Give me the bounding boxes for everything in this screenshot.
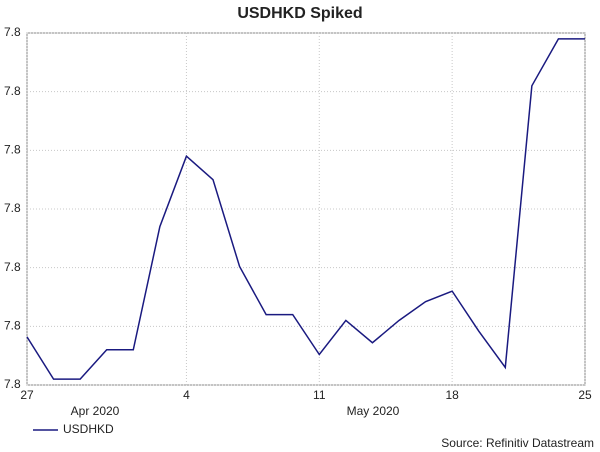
y-tick-label: 7.8	[4, 84, 21, 98]
legend-label: USDHKD	[63, 422, 114, 436]
y-tick-label: 7.8	[4, 260, 21, 274]
x-tick-label: 4	[183, 388, 190, 402]
chart-title: USDHKD Spiked	[237, 5, 362, 22]
period-label: Apr 2020	[71, 404, 120, 418]
source-note: Source: Refinitiv Datastream	[441, 436, 594, 450]
y-tick-label: 7.8	[4, 377, 21, 391]
y-tick-label: 7.8	[4, 25, 21, 39]
x-tick-label: 11	[313, 388, 326, 402]
x-tick-label: 27	[20, 388, 34, 402]
y-tick-label: 7.8	[4, 201, 21, 215]
x-tick-label: 18	[445, 388, 459, 402]
y-tick-label: 7.8	[4, 143, 21, 157]
x-tick-label: 25	[578, 388, 592, 402]
series-line	[26, 38, 585, 380]
period-label: May 2020	[347, 404, 400, 418]
y-tick-label: 7.8	[4, 319, 21, 333]
